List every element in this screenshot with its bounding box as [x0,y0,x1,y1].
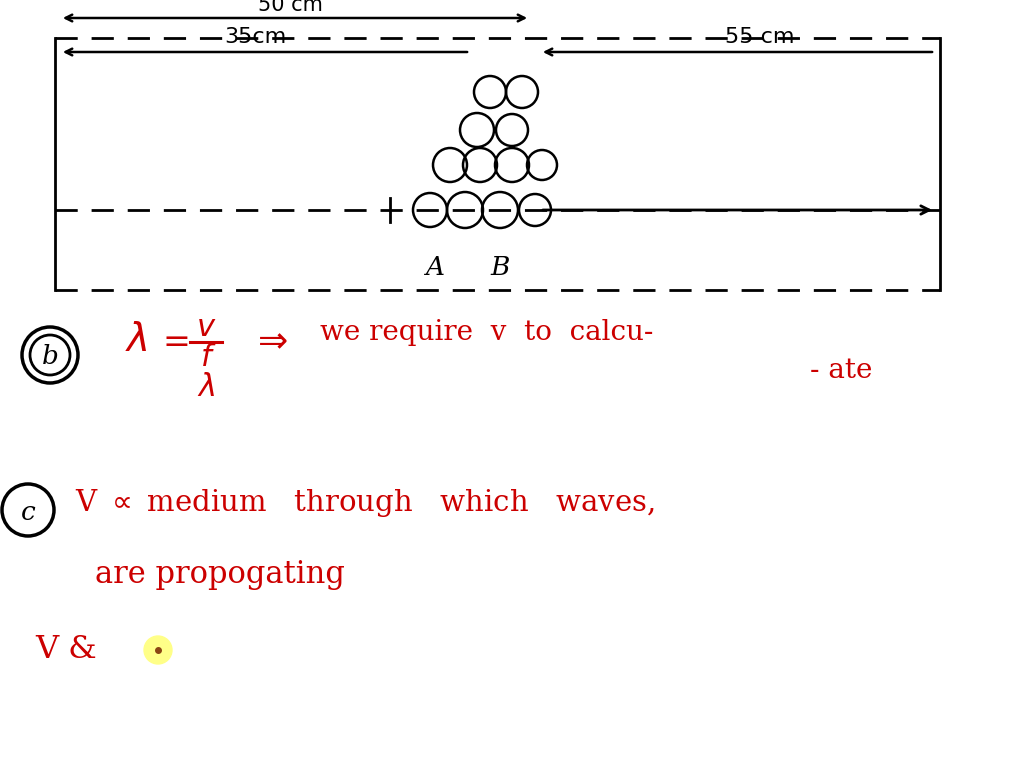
Text: f: f [201,343,211,372]
Text: 50 cm: 50 cm [258,0,323,15]
Text: $\Rightarrow$: $\Rightarrow$ [250,323,288,357]
Text: A: A [426,255,444,280]
Text: =: = [162,326,189,359]
Text: b: b [42,345,58,369]
Text: v: v [197,313,215,343]
Text: 55 cm: 55 cm [725,27,795,47]
Text: are propogating: are propogating [95,560,345,591]
Text: V $\propto$ medium   through   which   waves,: V $\propto$ medium through which waves, [75,487,655,519]
Text: c: c [20,499,36,525]
Text: V &: V & [35,634,96,666]
Text: - ate: - ate [810,356,872,383]
Text: $\lambda$: $\lambda$ [125,321,147,359]
Text: 35cm: 35cm [224,27,286,47]
Text: we require  v  to  calcu-: we require v to calcu- [319,319,653,346]
Text: B: B [490,255,510,280]
Circle shape [144,636,172,664]
Text: $\lambda$: $\lambda$ [197,373,215,402]
